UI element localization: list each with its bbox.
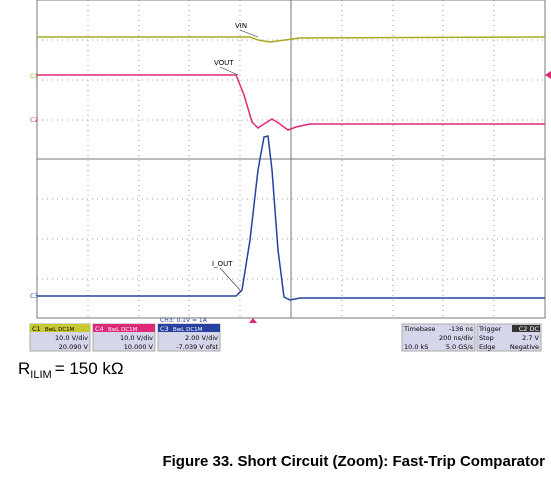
- trigger-level: 2.7 V: [522, 334, 539, 342]
- timebase-samples: 10.0 kS: [404, 343, 428, 351]
- ch-scale: 10.0 V/div: [120, 334, 153, 342]
- ch3-note: CH3: 0.1V = 1A: [160, 317, 208, 324]
- channel-boxes: C1 BwL DC1M 10.0 V/div 20.090 V C4 BwL D…: [29, 323, 221, 352]
- vin-label: VIN: [235, 22, 247, 30]
- timebase-box: Timebase -136 ns 200 ns/div 10.0 kS 5.0 …: [401, 323, 476, 352]
- timebase-delay: -136 ns: [449, 325, 474, 333]
- ch-scale: 2.00 V/div: [185, 334, 218, 342]
- ch-name: C1: [32, 325, 41, 333]
- c3-marker: C3: [30, 293, 38, 300]
- ch-mode: BwL DC1M: [108, 327, 138, 333]
- rilim-annotation: RILIM = 150 kΩ: [18, 359, 124, 381]
- ch-mode: BwL DC1M: [173, 327, 203, 333]
- trigger-code: C2 DC: [519, 325, 540, 333]
- timebase-scale: 200 ns/div: [439, 334, 473, 342]
- ch-mode: BwL DC1M: [45, 327, 75, 333]
- ch-scale: 10.0 V/div: [55, 334, 88, 342]
- vout-label: VOUT: [214, 59, 234, 67]
- trigger-mode: Stop: [479, 334, 494, 342]
- figure-caption: Figure 33. Short Circuit (Zoom): Fast-Tr…: [162, 453, 545, 470]
- trigger-label: Trigger: [478, 325, 502, 333]
- iout-label: I_OUT: [212, 260, 233, 268]
- axes: [36, 0, 546, 319]
- grid: [37, 0, 545, 318]
- ch-name: C3: [160, 325, 169, 333]
- timebase-rate: 5.0 GS/s: [446, 343, 474, 351]
- trigger-type: Edge: [479, 343, 495, 351]
- ch-name: C4: [95, 325, 104, 333]
- trace-labels: VIN VOUT I_OUT: [212, 22, 259, 291]
- c2-marker: C2: [30, 117, 38, 124]
- ch-offset: 10.000 V: [124, 343, 154, 351]
- timebase-label: Timebase: [403, 325, 435, 333]
- channel-markers: C1 C2 C3: [30, 71, 551, 323]
- c1-marker: C1: [30, 73, 38, 80]
- vout-trace: [37, 74, 545, 131]
- ch-offset: -7.039 V ofst: [176, 343, 218, 351]
- vin-trace: [37, 36, 546, 43]
- trigger-box: Trigger C2 DC Stop 2.7 V Edge Negative: [476, 323, 542, 352]
- ch-offset: 20.090 V: [59, 343, 89, 351]
- trigger-slope: Negative: [510, 343, 539, 351]
- iout-trace: [37, 135, 545, 301]
